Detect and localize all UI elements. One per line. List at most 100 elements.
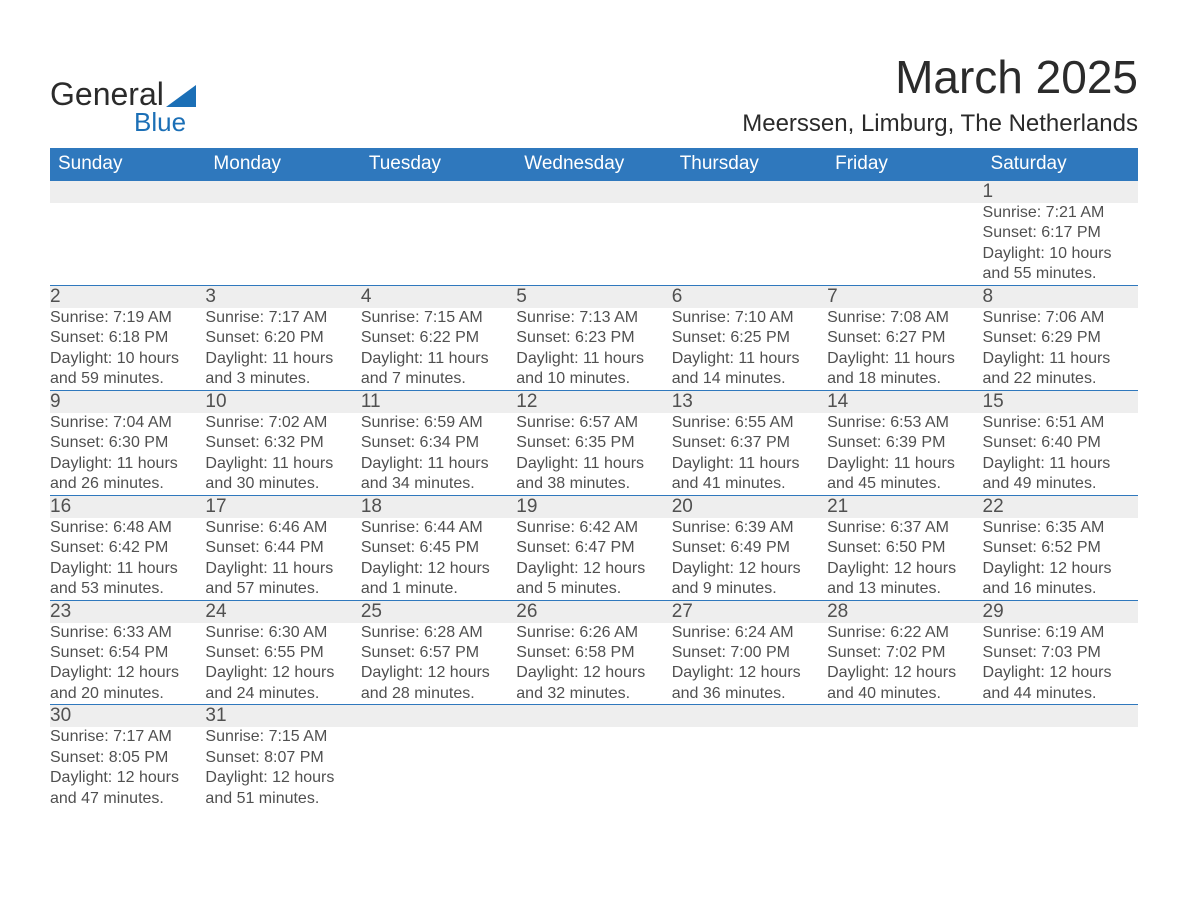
week-detail-row: Sunrise: 7:21 AMSunset: 6:17 PMDaylight:… [50,203,1138,285]
sunrise-line: Sunrise: 7:06 AM [983,308,1138,328]
week-daynum-row: 23242526272829 [50,600,1138,623]
day-number-cell [50,181,205,203]
day-number-cell: 26 [516,600,671,623]
week-daynum-row: 2345678 [50,285,1138,308]
sunrise-line: Sunrise: 6:51 AM [983,413,1138,433]
day-number-cell: 8 [983,285,1138,308]
day-number-cell [672,181,827,203]
day-detail-cell: Sunrise: 6:19 AMSunset: 7:03 PMDaylight:… [983,623,1138,705]
sunrise-line: Sunrise: 6:57 AM [516,413,671,433]
sunrise-line: Sunrise: 6:46 AM [205,518,360,538]
sunrise-line: Sunrise: 7:10 AM [672,308,827,328]
sunset-line: Sunset: 7:02 PM [827,643,982,663]
sunrise-line: Sunrise: 6:53 AM [827,413,982,433]
sunset-line: Sunset: 6:17 PM [983,223,1138,243]
day-detail-cell: Sunrise: 6:53 AMSunset: 6:39 PMDaylight:… [827,413,982,495]
day-number-cell [983,705,1138,728]
day-number-cell: 29 [983,600,1138,623]
day-detail-cell: Sunrise: 6:39 AMSunset: 6:49 PMDaylight:… [672,518,827,600]
day-number-cell: 25 [361,600,516,623]
daylight-line: Daylight: 11 hours and 38 minutes. [516,454,671,495]
week-daynum-row: 1 [50,181,1138,203]
day-detail-cell: Sunrise: 7:06 AMSunset: 6:29 PMDaylight:… [983,308,1138,390]
day-number-cell: 14 [827,390,982,413]
daylight-line: Daylight: 11 hours and 30 minutes. [205,454,360,495]
daylight-line: Daylight: 11 hours and 49 minutes. [983,454,1138,495]
day-detail-cell: Sunrise: 7:17 AMSunset: 6:20 PMDaylight:… [205,308,360,390]
day-detail-cell: Sunrise: 6:55 AMSunset: 6:37 PMDaylight:… [672,413,827,495]
day-detail-cell: Sunrise: 7:21 AMSunset: 6:17 PMDaylight:… [983,203,1138,285]
sunset-line: Sunset: 6:37 PM [672,433,827,453]
sunset-line: Sunset: 6:32 PM [205,433,360,453]
day-detail-cell [672,727,827,809]
sunrise-line: Sunrise: 7:02 AM [205,413,360,433]
sunset-line: Sunset: 6:18 PM [50,328,205,348]
daylight-line: Daylight: 11 hours and 34 minutes. [361,454,516,495]
calendar-body: 1 Sunrise: 7:21 AMSunset: 6:17 PMDayligh… [50,181,1138,809]
week-detail-row: Sunrise: 6:33 AMSunset: 6:54 PMDaylight:… [50,623,1138,705]
day-number-cell: 13 [672,390,827,413]
day-detail-cell: Sunrise: 7:15 AMSunset: 6:22 PMDaylight:… [361,308,516,390]
day-detail-cell: Sunrise: 6:57 AMSunset: 6:35 PMDaylight:… [516,413,671,495]
day-detail-cell: Sunrise: 7:13 AMSunset: 6:23 PMDaylight:… [516,308,671,390]
day-number-cell: 28 [827,600,982,623]
day-detail-cell: Sunrise: 6:59 AMSunset: 6:34 PMDaylight:… [361,413,516,495]
sunset-line: Sunset: 6:52 PM [983,538,1138,558]
col-sunday: Sunday [50,148,205,181]
sunset-line: Sunset: 6:25 PM [672,328,827,348]
sunrise-line: Sunrise: 7:19 AM [50,308,205,328]
sunset-line: Sunset: 6:45 PM [361,538,516,558]
day-number-cell: 18 [361,495,516,518]
day-detail-cell: Sunrise: 6:51 AMSunset: 6:40 PMDaylight:… [983,413,1138,495]
sunrise-line: Sunrise: 6:19 AM [983,623,1138,643]
sunrise-line: Sunrise: 7:13 AM [516,308,671,328]
day-number-cell [516,181,671,203]
day-detail-cell [50,203,205,285]
sunset-line: Sunset: 6:44 PM [205,538,360,558]
month-title: March 2025 [742,50,1138,104]
day-number-cell: 19 [516,495,671,518]
day-number-cell: 17 [205,495,360,518]
day-detail-cell: Sunrise: 6:30 AMSunset: 6:55 PMDaylight:… [205,623,360,705]
sunrise-line: Sunrise: 6:33 AM [50,623,205,643]
day-number-cell [672,705,827,728]
daylight-line: Daylight: 11 hours and 41 minutes. [672,454,827,495]
sunrise-line: Sunrise: 6:28 AM [361,623,516,643]
daylight-line: Daylight: 11 hours and 10 minutes. [516,349,671,390]
day-detail-cell: Sunrise: 6:33 AMSunset: 6:54 PMDaylight:… [50,623,205,705]
sunset-line: Sunset: 6:49 PM [672,538,827,558]
day-number-cell: 22 [983,495,1138,518]
col-thursday: Thursday [672,148,827,181]
daylight-line: Daylight: 12 hours and 51 minutes. [205,768,360,809]
sunrise-line: Sunrise: 6:24 AM [672,623,827,643]
day-number-cell: 9 [50,390,205,413]
daylight-line: Daylight: 12 hours and 24 minutes. [205,663,360,704]
sunrise-line: Sunrise: 6:55 AM [672,413,827,433]
daylight-line: Daylight: 11 hours and 53 minutes. [50,559,205,600]
sunset-line: Sunset: 6:47 PM [516,538,671,558]
daylight-line: Daylight: 12 hours and 40 minutes. [827,663,982,704]
week-detail-row: Sunrise: 7:19 AMSunset: 6:18 PM Daylight:… [50,308,1138,390]
sunrise-line: Sunrise: 6:59 AM [361,413,516,433]
sunrise-line: Sunrise: 6:39 AM [672,518,827,538]
daylight-line: Daylight: 12 hours and 9 minutes. [672,559,827,600]
day-detail-cell: Sunrise: 6:22 AMSunset: 7:02 PMDaylight:… [827,623,982,705]
daylight-line: Daylight: 12 hours and 36 minutes. [672,663,827,704]
brand-triangle-icon [166,85,196,107]
day-detail-cell: Sunrise: 6:48 AMSunset: 6:42 PMDaylight:… [50,518,205,600]
daylight-line: Daylight: 12 hours and 16 minutes. [983,559,1138,600]
day-number-cell: 30 [50,705,205,728]
sunset-line: Sunset: 6:23 PM [516,328,671,348]
sunset-line: Sunset: 6:27 PM [827,328,982,348]
day-number-cell: 11 [361,390,516,413]
day-number-cell: 23 [50,600,205,623]
day-number-cell [205,181,360,203]
day-detail-cell [361,727,516,809]
sunset-line: Sunset: 7:00 PM [672,643,827,663]
day-detail-cell [516,727,671,809]
sunrise-line: Sunrise: 6:30 AM [205,623,360,643]
calendar-table: Sunday Monday Tuesday Wednesday Thursday… [50,148,1138,809]
sunrise-line: Sunrise: 6:42 AM [516,518,671,538]
daylight-line: Daylight: 11 hours and 22 minutes. [983,349,1138,390]
col-wednesday: Wednesday [516,148,671,181]
